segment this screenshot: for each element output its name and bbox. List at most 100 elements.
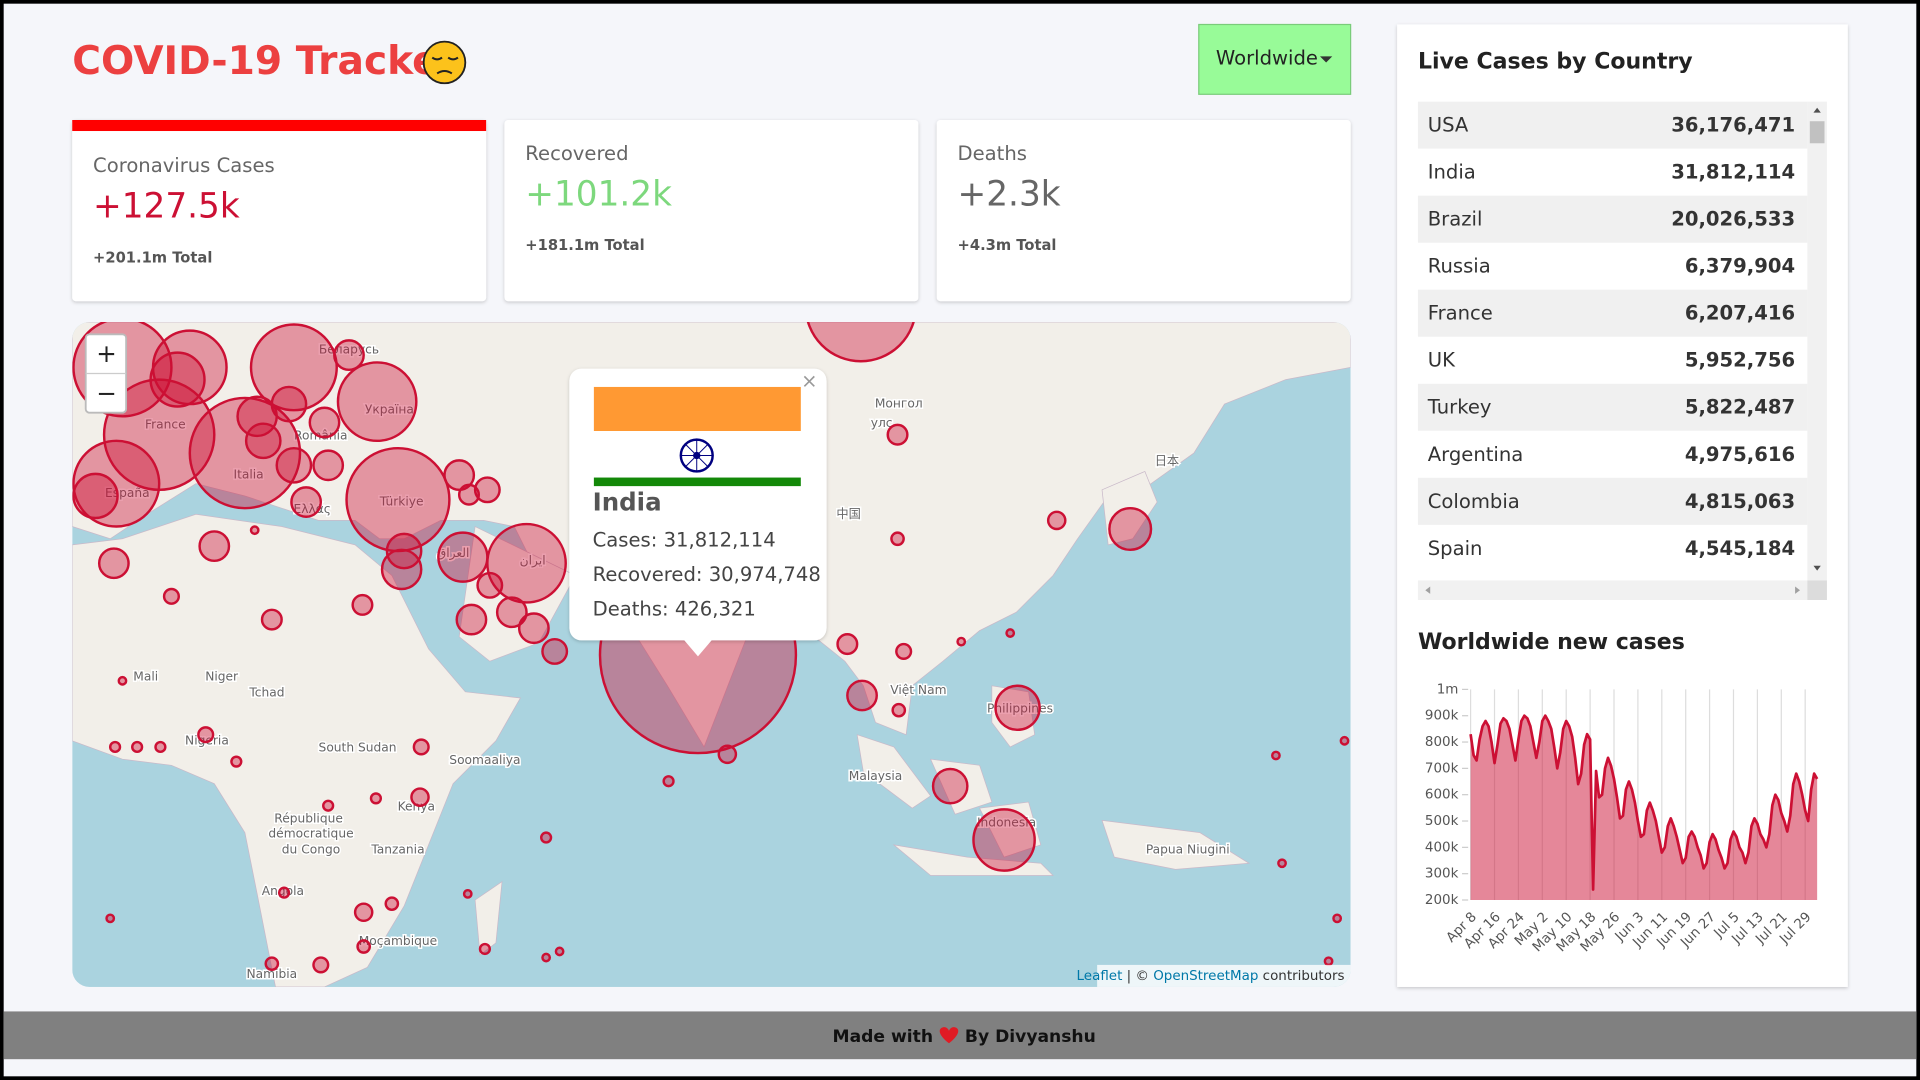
card-box[interactable] [72, 120, 487, 302]
attribution-osm[interactable]: OpenStreetMap [1153, 969, 1258, 984]
case-circle[interactable] [1108, 506, 1153, 552]
case-circle[interactable] [384, 896, 400, 912]
table-row[interactable]: Turkey 5,822,487 [1417, 383, 1808, 431]
case-circle[interactable] [312, 956, 330, 974]
case-circle[interactable] [264, 956, 280, 972]
case-circle[interactable] [277, 886, 291, 899]
case-circle[interactable] [275, 446, 313, 484]
case-circle[interactable] [495, 596, 528, 629]
dropdown[interactable]: Worldwide [1198, 23, 1352, 95]
case-circle[interactable] [437, 531, 489, 583]
case-circle[interactable] [836, 633, 859, 656]
case-circle[interactable] [517, 612, 550, 645]
case-circle[interactable] [333, 339, 365, 372]
case-circle[interactable] [891, 702, 907, 718]
case-circle[interactable] [351, 593, 374, 616]
case-circle[interactable] [380, 548, 423, 591]
zoom-in[interactable]: + [96, 339, 117, 368]
table-row[interactable]: Russia 6,379,904 [1428, 255, 1795, 278]
table-row[interactable]: France 6,207,416 [1417, 289, 1808, 337]
info-card[interactable]: Deaths +2.3k +4.3m Total [936, 120, 1351, 302]
case-circle[interactable] [972, 808, 1036, 872]
table-row[interactable]: Argentina 4,975,616 [1428, 443, 1795, 466]
case-circle[interactable] [197, 726, 215, 744]
case-circle[interactable] [1005, 628, 1016, 638]
case-circle[interactable] [312, 449, 345, 482]
case-circle[interactable] [369, 792, 383, 805]
case-circle[interactable] [290, 486, 323, 518]
case-circle[interactable] [162, 587, 181, 605]
case-circle[interactable] [890, 531, 905, 547]
case-circle[interactable] [994, 684, 1041, 732]
case-circle[interactable] [956, 636, 967, 647]
case-circle[interactable] [249, 525, 260, 536]
case-circle[interactable] [131, 740, 144, 754]
case-circle[interactable] [198, 530, 231, 563]
dropdown-label[interactable]: Worldwide [1216, 46, 1318, 69]
v-scrollbar[interactable] [1807, 101, 1827, 581]
case-circle[interactable] [1332, 913, 1343, 924]
case-circle[interactable] [244, 422, 282, 460]
table-row[interactable]: Spain 4,545,184 [1428, 537, 1795, 560]
case-circle[interactable] [457, 483, 480, 506]
case-circle[interactable] [931, 767, 969, 805]
case-circle[interactable] [108, 740, 122, 754]
country-table[interactable]: USA 36,176,471 India 31,812,114 Brazil 20,026… [1417, 101, 1808, 560]
case-circle[interactable] [462, 888, 473, 899]
case-circle[interactable] [154, 740, 167, 754]
case-circle[interactable] [554, 946, 565, 957]
case-circle[interactable] [260, 608, 283, 631]
case-circles[interactable] [72, 251, 1350, 974]
case-circle[interactable] [230, 755, 243, 768]
case-circle[interactable] [322, 799, 335, 812]
card-box[interactable] [936, 120, 1351, 302]
case-circle[interactable] [473, 476, 501, 504]
case-circle[interactable] [541, 637, 569, 665]
v-scroll-thumb[interactable] [1809, 121, 1825, 144]
case-circle[interactable] [540, 831, 553, 844]
case-circle[interactable] [476, 571, 504, 599]
info-card[interactable]: Recovered +101.2k +181.1m Total [504, 120, 919, 302]
table-row[interactable]: USA 36,176,471 [1417, 101, 1808, 149]
case-circle[interactable] [846, 679, 878, 712]
scrollbars[interactable] [1417, 101, 1827, 600]
table-row[interactable]: Colombia 4,815,063 [1417, 477, 1808, 525]
attribution-leaflet[interactable]: Leaflet [1077, 969, 1123, 984]
case-circle[interactable] [412, 738, 430, 756]
case-circle[interactable] [1323, 956, 1334, 967]
info-card[interactable]: Coronavirus Cases +127.5k +201.1m Total [72, 120, 487, 302]
table-row[interactable]: India 31,812,114 [1428, 161, 1795, 184]
case-circle[interactable] [356, 939, 372, 954]
case-circle[interactable] [72, 439, 161, 528]
case-circle[interactable] [97, 547, 130, 580]
case-circle[interactable] [336, 361, 418, 443]
map-popup[interactable]: × India Cases: 31,812,114 Recovered: 30,… [569, 368, 827, 657]
case-circle[interactable] [886, 423, 909, 446]
case-circle[interactable] [117, 675, 128, 686]
zoom-control[interactable]: + − [84, 333, 128, 414]
table-row[interactable]: Brazil 20,026,533 [1417, 195, 1808, 243]
case-circle[interactable] [804, 251, 918, 363]
map[interactable]: FranceEspañaItaliaTürkiyeУкраїнаБеларусь… [72, 251, 1351, 987]
case-circle[interactable] [895, 642, 913, 660]
dropdown-caret[interactable] [1320, 56, 1333, 63]
case-circle[interactable] [455, 603, 488, 636]
case-circle[interactable] [1277, 858, 1287, 869]
case-circle[interactable] [717, 744, 738, 765]
case-circle[interactable] [105, 913, 116, 924]
case-circle[interactable] [410, 787, 430, 807]
case-circle[interactable] [236, 395, 278, 438]
case-circle[interactable] [478, 942, 492, 956]
table-row[interactable]: UK 5,952,756 [1428, 349, 1795, 372]
case-circle[interactable] [662, 775, 675, 788]
case-circle[interactable] [308, 406, 341, 439]
case-circle[interactable] [1271, 750, 1281, 761]
case-circle[interactable] [1339, 735, 1350, 746]
case-circle[interactable] [353, 902, 374, 923]
case-circle[interactable] [1046, 510, 1067, 531]
card-box[interactable] [504, 120, 919, 302]
popup-close[interactable]: × [801, 370, 817, 393]
zoom-out[interactable]: − [96, 378, 117, 407]
h-scrollbar[interactable] [1417, 580, 1808, 600]
case-circle[interactable] [486, 522, 567, 604]
